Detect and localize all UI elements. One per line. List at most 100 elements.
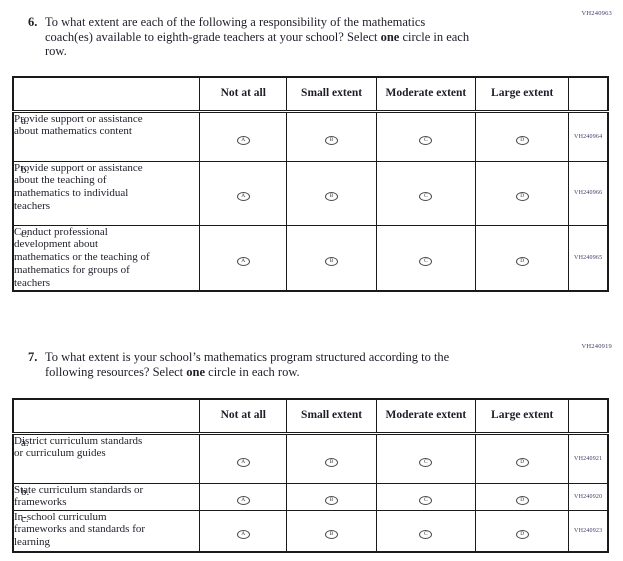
option-cell: C — [375, 482, 477, 511]
answer-bubble-not-at-all[interactable]: A — [236, 257, 250, 266]
option-cell: A — [199, 509, 288, 553]
option-cell: A — [199, 432, 288, 484]
answer-bubble-large-extent[interactable]: D — [515, 257, 529, 266]
table-row: a. Provide support or assistance about m… — [12, 110, 609, 162]
question-7-table: Not at all Small extent Moderate extent … — [12, 398, 609, 553]
column-header-large-extent: Large extent — [475, 398, 570, 435]
answer-bubble-not-at-all[interactable]: A — [236, 135, 250, 145]
answer-bubble-small-extent[interactable]: B — [325, 495, 339, 505]
row-letter: b. — [21, 485, 30, 498]
row-letter: b. — [21, 163, 30, 176]
item-code: VH240923 — [568, 509, 609, 553]
option-cell: B — [286, 224, 377, 292]
answer-bubble-not-at-all[interactable]: A — [236, 457, 250, 467]
answer-bubble-large-extent[interactable]: D — [515, 457, 529, 467]
question-7-prompt-line1: To what extent is your school’s mathemat… — [45, 350, 450, 364]
item-code: VH240921 — [568, 432, 609, 484]
question-7-accession-code: VH240919 — [581, 343, 612, 350]
answer-bubble-moderate-extent[interactable]: C — [419, 457, 433, 467]
answer-bubble-large-extent[interactable]: D — [515, 192, 529, 202]
row-letter: c. — [21, 512, 29, 525]
row-letter: a. — [21, 114, 29, 127]
item-code: VH240964 — [568, 110, 609, 162]
answer-bubble-not-at-all[interactable]: A — [236, 495, 250, 505]
item-code-column-header — [568, 398, 609, 435]
table-row: b. Provide support or assistance about t… — [12, 160, 609, 226]
option-cell: A — [199, 160, 288, 226]
answer-bubble-moderate-extent[interactable]: C — [419, 257, 433, 266]
option-cell: C — [375, 224, 477, 292]
option-cell: C — [375, 160, 477, 226]
option-cell: A — [199, 110, 288, 162]
answer-bubble-small-extent[interactable]: B — [325, 192, 339, 202]
column-header-moderate-extent: Moderate extent — [375, 76, 477, 113]
table-row: a. District curriculum standards or curr… — [12, 432, 609, 484]
row-letter: a. — [21, 436, 29, 449]
question-6-accession-code: VH240963 — [581, 10, 612, 17]
option-cell: B — [286, 160, 377, 226]
option-cell: D — [475, 432, 570, 484]
question-6-prompt-line3: row. — [45, 44, 67, 58]
item-code: VH240965 — [568, 224, 609, 292]
row-label-column-header — [12, 398, 201, 435]
row-label: a. Provide support or assistance about m… — [12, 110, 201, 162]
question-6-number: 6. — [28, 15, 38, 29]
answer-bubble-large-extent[interactable]: D — [515, 495, 529, 505]
answer-bubble-small-extent[interactable]: B — [325, 457, 339, 467]
option-cell: C — [375, 110, 477, 162]
question-6-table: Not at all Small extent Moderate extent … — [12, 76, 609, 292]
option-cell: A — [199, 482, 288, 511]
table-row: b. State curriculum standards or framewo… — [12, 482, 609, 511]
answer-bubble-large-extent[interactable]: D — [515, 530, 529, 539]
option-cell: B — [286, 110, 377, 162]
answer-bubble-small-extent[interactable]: B — [325, 257, 339, 266]
table-row: c. In-school curriculum frameworks and s… — [12, 509, 609, 553]
answer-bubble-moderate-extent[interactable]: C — [419, 135, 433, 145]
row-label: c. Conduct professional development abou… — [12, 224, 201, 292]
answer-bubble-not-at-all[interactable]: A — [236, 530, 250, 539]
row-letter: c. — [21, 227, 29, 240]
column-header-moderate-extent: Moderate extent — [375, 398, 477, 435]
option-cell: B — [286, 509, 377, 553]
question-6-prompt-line1: To what extent are each of the following… — [45, 15, 426, 29]
header-row: Not at all Small extent Moderate extent … — [12, 398, 609, 435]
column-header-small-extent: Small extent — [286, 76, 377, 113]
answer-bubble-not-at-all[interactable]: A — [236, 192, 250, 202]
column-header-not-at-all: Not at all — [199, 76, 288, 113]
option-cell: C — [375, 509, 477, 553]
option-cell: A — [199, 224, 288, 292]
row-label: a. District curriculum standards or curr… — [12, 432, 201, 484]
header-row: Not at all Small extent Moderate extent … — [12, 76, 609, 113]
question-6-prompt: 6. To what extent are each of the follow… — [28, 15, 565, 59]
item-code-column-header — [568, 76, 609, 113]
answer-bubble-small-extent[interactable]: B — [325, 530, 339, 539]
answer-bubble-moderate-extent[interactable]: C — [419, 530, 433, 539]
option-cell: D — [475, 509, 570, 553]
row-label: b. Provide support or assistance about t… — [12, 160, 201, 226]
row-label: b. State curriculum standards or framewo… — [12, 482, 201, 511]
answer-bubble-large-extent[interactable]: D — [515, 135, 529, 145]
table-row: c. Conduct professional development abou… — [12, 224, 609, 292]
item-code: VH240920 — [568, 482, 609, 511]
option-cell: D — [475, 224, 570, 292]
question-7-prompt-line2: following resources? Select one circle i… — [45, 364, 300, 379]
option-cell: C — [375, 432, 477, 484]
column-header-large-extent: Large extent — [475, 76, 570, 113]
answer-bubble-small-extent[interactable]: B — [325, 135, 339, 145]
question-7-prompt: 7. To what extent is your school’s mathe… — [28, 350, 565, 379]
option-cell: D — [475, 110, 570, 162]
row-label-column-header — [12, 76, 201, 113]
option-cell: B — [286, 432, 377, 484]
question-7-number: 7. — [28, 350, 38, 364]
column-header-not-at-all: Not at all — [199, 398, 288, 435]
column-header-small-extent: Small extent — [286, 398, 377, 435]
question-6-prompt-line2: coach(es) available to eighth-grade teac… — [45, 29, 470, 44]
option-cell: D — [475, 160, 570, 226]
option-cell: D — [475, 482, 570, 511]
option-cell: B — [286, 482, 377, 511]
row-label: c. In-school curriculum frameworks and s… — [12, 509, 201, 553]
answer-bubble-moderate-extent[interactable]: C — [419, 495, 433, 505]
answer-bubble-moderate-extent[interactable]: C — [419, 192, 433, 202]
item-code: VH240966 — [568, 160, 609, 226]
